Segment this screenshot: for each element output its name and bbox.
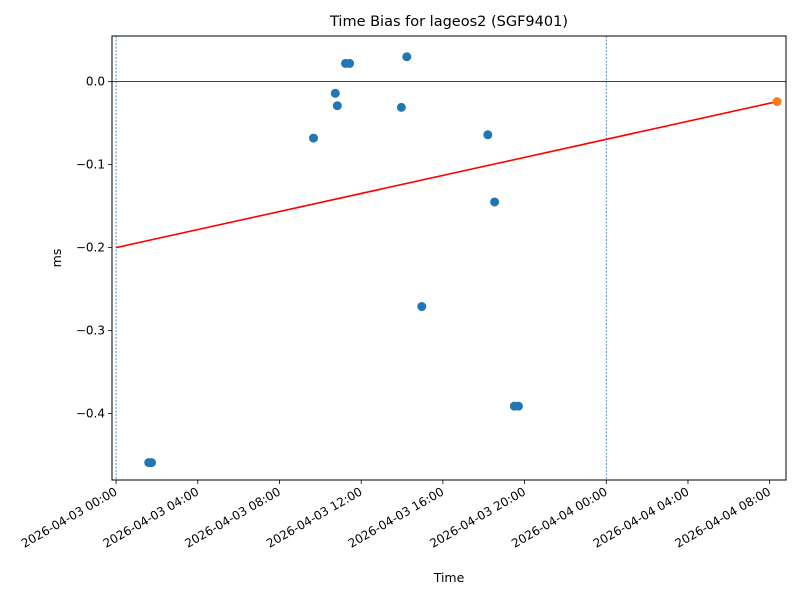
y-tick-label: −0.3 <box>76 324 105 338</box>
y-axis-title: ms <box>49 249 64 268</box>
data-point <box>513 401 523 411</box>
y-tick-label: −0.4 <box>76 407 105 421</box>
plot-area <box>112 36 786 480</box>
data-point <box>330 88 340 98</box>
y-tick-label: −0.1 <box>76 158 105 172</box>
data-point <box>417 302 427 312</box>
data-point <box>490 197 500 207</box>
data-point <box>309 133 319 143</box>
trend-line <box>115 100 778 249</box>
chart-title: Time Bias for lageos2 (SGF9401) <box>329 14 568 30</box>
data-point <box>345 58 355 68</box>
plot-frame <box>111 35 787 481</box>
y-tick-label: 0.0 <box>86 75 105 89</box>
y-axis: 0.0 −0.1 −0.2 −0.3 −0.4 <box>76 75 112 421</box>
y-tick-label: −0.2 <box>76 241 105 255</box>
x-axis-title: Time <box>433 570 465 585</box>
data-point <box>483 130 493 140</box>
data-point <box>332 101 342 111</box>
data-point <box>146 458 156 468</box>
data-point <box>402 52 412 62</box>
prediction-point <box>772 97 782 107</box>
data-point <box>396 102 406 112</box>
